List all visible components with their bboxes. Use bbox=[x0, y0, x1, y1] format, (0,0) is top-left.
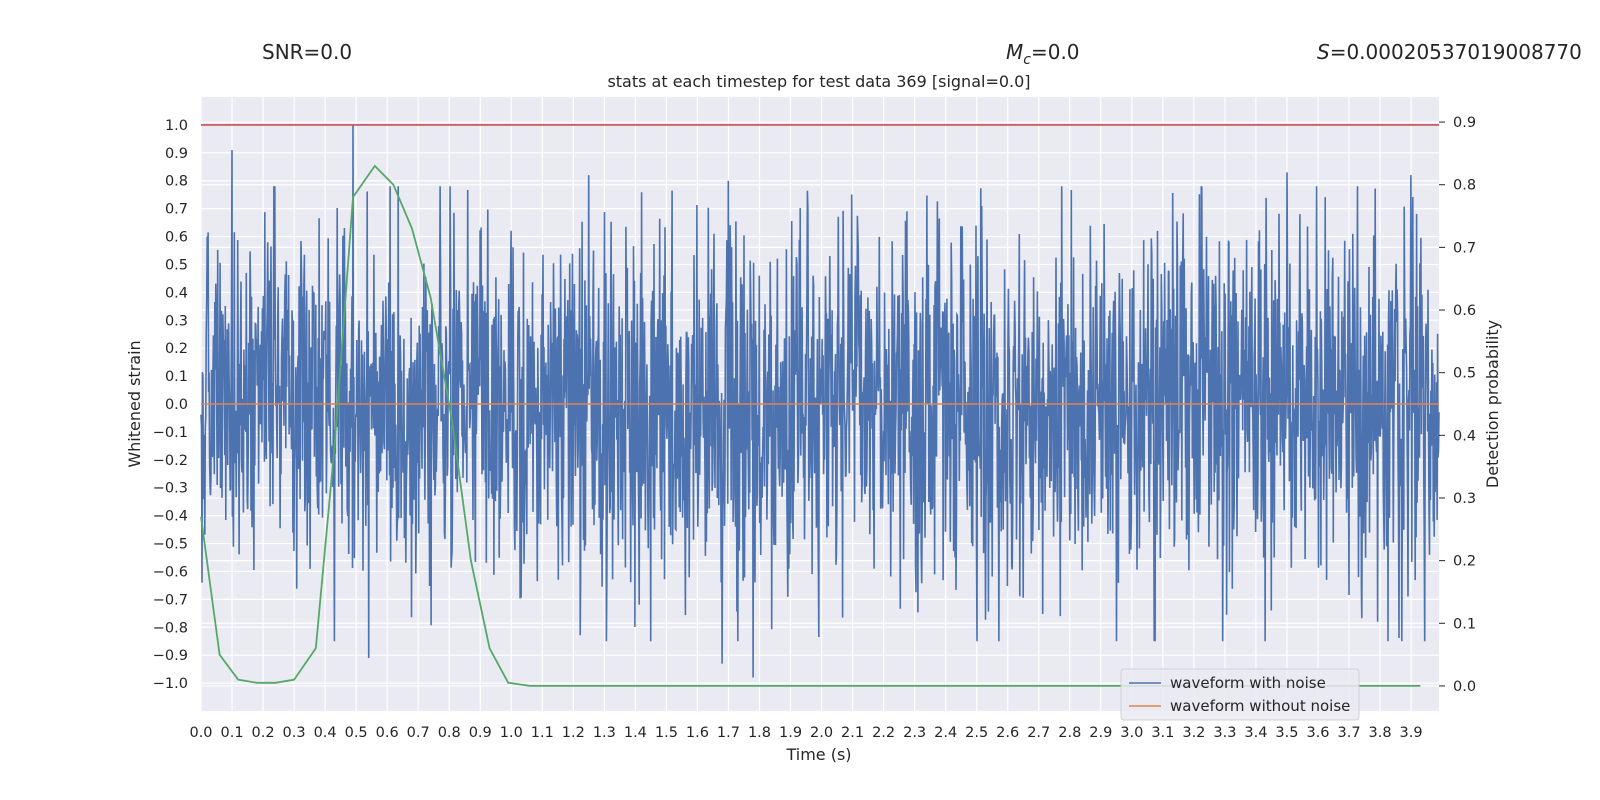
y-tick-label: 0.9 bbox=[165, 146, 188, 162]
y2-tick-label: 0.3 bbox=[1453, 491, 1476, 507]
y2-tick-label: 0.5 bbox=[1453, 366, 1476, 382]
y-tick-label: 0.8 bbox=[165, 174, 188, 190]
x-tick-label: 0.3 bbox=[283, 725, 306, 741]
x-tick-label: 3.3 bbox=[1213, 725, 1236, 741]
y2-tick-labels: 0.9 0.8 0.7 0.6 0.5 0.4 0.3 0.2 0.1 0.0 bbox=[1439, 115, 1476, 695]
chart-title: stats at each timestep for test data 369… bbox=[607, 72, 1030, 91]
y-tick-label: 0.7 bbox=[165, 202, 188, 218]
y-axis-label: Whitened strain bbox=[125, 340, 144, 467]
x-tick-labels: 0.0 0.1 0.2 0.3 0.4 0.5 0.6 0.7 0.8 0.9 1.0 1.1 1.2 1… bbox=[189, 725, 1422, 741]
y-tick-label: −1.0 bbox=[153, 676, 188, 692]
x-tick-label: 3.7 bbox=[1337, 725, 1360, 741]
y-tick-label: 0.4 bbox=[165, 285, 188, 301]
y-tick-label: −0.6 bbox=[153, 564, 188, 580]
y-tick-label: 1.0 bbox=[165, 118, 188, 134]
x-tick-label: 0.7 bbox=[407, 725, 430, 741]
y-tick-label: −0.8 bbox=[153, 620, 188, 636]
legend-label-clean: waveform without noise bbox=[1170, 697, 1350, 715]
x-tick-label: 3.9 bbox=[1400, 725, 1423, 741]
x-grid bbox=[200, 97, 1412, 711]
y2-tick-label: 0.0 bbox=[1453, 679, 1476, 695]
x-tick-label: 1.6 bbox=[686, 725, 709, 741]
y-tick-label: 0.2 bbox=[165, 341, 188, 357]
x-tick-label: 3.2 bbox=[1182, 725, 1205, 741]
detection-probability-line bbox=[200, 164, 1421, 687]
y-tick-labels: 1.0 0.9 0.8 0.7 0.6 0.5 0.4 0.3 0.2 0.1 0.0 −0.1 −0.… bbox=[153, 118, 188, 692]
y2-tick-label: 0.1 bbox=[1453, 616, 1476, 632]
legend: waveform with noise waveform without noi… bbox=[1120, 668, 1360, 721]
x-tick-label: 2.1 bbox=[841, 725, 864, 741]
x-tick-label: 0.1 bbox=[220, 725, 243, 741]
x-tick-label: 1.4 bbox=[624, 725, 647, 741]
y-tick-label: 0.6 bbox=[165, 230, 188, 246]
x-tick-label: 2.9 bbox=[1089, 725, 1112, 741]
x-tick-label: 0.9 bbox=[469, 725, 492, 741]
y-tick-label: −0.5 bbox=[153, 537, 188, 553]
y-tick-label: −0.3 bbox=[153, 481, 188, 497]
x-tick-label: 3.4 bbox=[1244, 725, 1267, 741]
y2-tick-label: 0.9 bbox=[1453, 115, 1476, 131]
y2-tick-label: 0.4 bbox=[1453, 428, 1476, 444]
x-tick-label: 0.0 bbox=[189, 725, 212, 741]
x-tick-label: 2.3 bbox=[903, 725, 926, 741]
x-tick-label: 0.5 bbox=[345, 725, 368, 741]
x-tick-label: 1.9 bbox=[779, 725, 802, 741]
x-tick-label: 3.6 bbox=[1306, 725, 1329, 741]
snr-stat: SNR=0.0 bbox=[262, 40, 353, 64]
y-tick-label: −0.1 bbox=[153, 425, 188, 441]
y-tick-label: 0.1 bbox=[165, 369, 188, 385]
chirp-mass-stat: Mc=0.0 bbox=[1006, 40, 1080, 68]
x-tick-label: 2.0 bbox=[810, 725, 833, 741]
y2-tick-label: 0.6 bbox=[1453, 303, 1476, 319]
x-tick-label: 1.5 bbox=[655, 725, 678, 741]
x-tick-label: 3.0 bbox=[1120, 725, 1143, 741]
legend-box bbox=[1120, 668, 1360, 721]
y-tick-label: −0.7 bbox=[153, 592, 188, 608]
waveform-with-noise-line bbox=[200, 124, 1440, 678]
y-tick-label: −0.9 bbox=[153, 648, 188, 664]
x-tick-label: 1.2 bbox=[562, 725, 585, 741]
x-tick-label: 0.4 bbox=[314, 725, 337, 741]
x-tick-label: 1.3 bbox=[593, 725, 616, 741]
x-axis-label: Time (s) bbox=[785, 745, 851, 764]
s-stat: S=0.00020537019008770 bbox=[1317, 40, 1582, 64]
y-tick-label: 0.0 bbox=[165, 397, 188, 413]
y-tick-label: −0.2 bbox=[153, 453, 188, 469]
x-tick-label: 2.2 bbox=[872, 725, 895, 741]
x-tick-label: 3.8 bbox=[1369, 725, 1392, 741]
y2-tick-label: 0.8 bbox=[1453, 178, 1476, 194]
waveform-with-noise-series bbox=[200, 124, 1440, 678]
x-tick-label: 0.6 bbox=[376, 725, 399, 741]
x-tick-label: 1.1 bbox=[531, 725, 554, 741]
y-tick-label: 0.3 bbox=[165, 313, 188, 329]
x-tick-label: 1.0 bbox=[500, 725, 523, 741]
x-tick-label: 3.5 bbox=[1275, 725, 1298, 741]
y2-tick-label: 0.2 bbox=[1453, 554, 1476, 570]
y-tick-label: −0.4 bbox=[153, 509, 188, 525]
x-tick-label: 1.8 bbox=[748, 725, 771, 741]
legend-label-noise: waveform with noise bbox=[1170, 674, 1326, 692]
x-tick-label: 2.7 bbox=[1027, 725, 1050, 741]
x-tick-label: 2.8 bbox=[1058, 725, 1081, 741]
x-tick-label: 2.6 bbox=[996, 725, 1019, 741]
x-tick-label: 0.8 bbox=[438, 725, 461, 741]
y2-axis-label: Detection probability bbox=[1483, 320, 1502, 488]
x-tick-label: 2.5 bbox=[965, 725, 988, 741]
x-tick-label: 0.2 bbox=[252, 725, 275, 741]
y2-tick-label: 0.7 bbox=[1453, 240, 1476, 256]
x-tick-label: 1.7 bbox=[717, 725, 740, 741]
x-tick-label: 3.1 bbox=[1151, 725, 1174, 741]
y-tick-label: 0.5 bbox=[165, 257, 188, 273]
x-tick-label: 2.4 bbox=[934, 725, 957, 741]
